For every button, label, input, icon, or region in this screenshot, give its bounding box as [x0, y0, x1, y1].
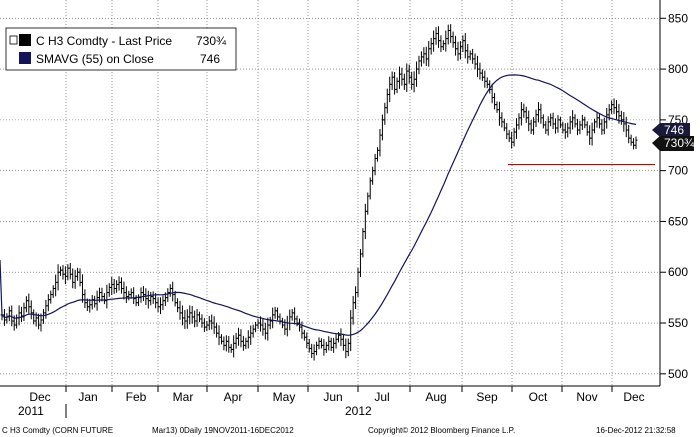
year-label-2011: 2011 — [18, 404, 44, 418]
y-tick-label: 650 — [668, 214, 688, 228]
legend-price-value: 730¾ — [196, 34, 227, 48]
x-tick-label: Apr — [224, 390, 243, 404]
last-price-tag-text: 730¾ — [664, 136, 695, 150]
sma-tag: 746 — [652, 123, 690, 137]
year-label-2012: 2012 — [345, 404, 372, 418]
price-bars — [0, 24, 638, 361]
x-axis: Dec Jan Feb Mar Apr May Jun Jul Aug Sep Oct Nov Dec — [29, 386, 645, 404]
legend-swatch-price — [19, 34, 31, 46]
x-tick-label: Nov — [576, 390, 597, 404]
sma-line — [0, 74, 637, 336]
y-tick-label: 550 — [668, 316, 688, 330]
y-tick-label: 500 — [668, 367, 688, 381]
x-tick-label: Dec — [29, 390, 50, 404]
x-tick-label: Feb — [126, 390, 147, 404]
last-price-tag: 730¾ — [652, 136, 695, 151]
footer-security: C H3 Comdty (CORN FUTURE — [2, 426, 113, 435]
x-tick-label: Dec — [623, 390, 644, 404]
legend-price-label: C H3 Comdty - Last Price — [36, 34, 172, 48]
legend: C H3 Comdty - Last Price 730¾ SMAVG (55)… — [5, 27, 237, 71]
legend-sma-value: 746 — [200, 52, 220, 66]
x-tick-label: Aug — [425, 390, 446, 404]
x-tick-label: Jul — [374, 390, 389, 404]
legend-swatch-sma — [19, 52, 31, 64]
x-tick-label: Jun — [323, 390, 342, 404]
y-tick-label: 700 — [668, 164, 688, 178]
price-bar — [634, 136, 638, 149]
x-tick-label: Sep — [476, 390, 498, 404]
footer-range: Mar13) 0Daily 19NOV2011-16DEC2012 — [152, 426, 294, 435]
x-tick-label: May — [273, 390, 296, 404]
y-tick-label: 850 — [668, 11, 688, 25]
x-tick-label: Mar — [173, 390, 194, 404]
footer-timestamp: 16-Dec-2012 21:32:58 — [596, 426, 676, 435]
sma-tag-text: 746 — [664, 123, 684, 137]
x-tick-label: Jan — [78, 390, 97, 404]
legend-expand-icon[interactable] — [9, 35, 18, 45]
legend-sma-label: SMAVG (55) on Close — [36, 52, 154, 66]
y-tick-label: 600 — [668, 265, 688, 279]
grid-lines — [0, 0, 660, 386]
x-tick-label: Oct — [529, 390, 548, 404]
y-tick-label: 800 — [668, 62, 688, 76]
footer-copyright: Copyright© 2012 Bloomberg Finance L.P. — [368, 426, 515, 435]
